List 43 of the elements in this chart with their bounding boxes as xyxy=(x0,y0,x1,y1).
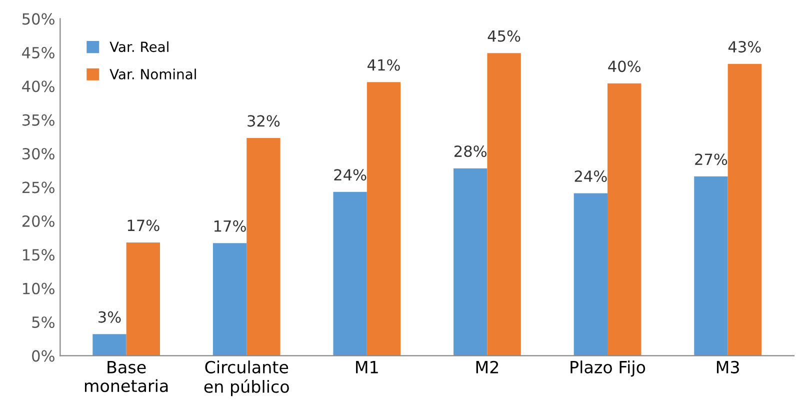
x-tick-label: M2 xyxy=(476,360,498,374)
y-tick-label: 35% xyxy=(22,114,54,126)
data-label: 28% xyxy=(454,145,487,158)
y-tick-label: 45% xyxy=(22,46,54,58)
bar xyxy=(366,82,401,356)
data-label: 24% xyxy=(334,169,366,181)
bar xyxy=(246,138,280,356)
x-tick-label: M1 xyxy=(356,361,378,374)
data-label: 32% xyxy=(248,115,280,127)
data-label: 43% xyxy=(728,41,761,53)
y-tick-label: 0% xyxy=(32,350,54,362)
x-tick-label: M3 xyxy=(716,360,739,374)
data-label: 17% xyxy=(214,220,246,232)
y-tick-label: 5% xyxy=(32,316,54,328)
bar xyxy=(92,334,126,356)
data-label: 41% xyxy=(368,59,400,71)
bar xyxy=(608,83,642,356)
legend-label: Var. Nominal xyxy=(110,68,196,80)
data-label: 45% xyxy=(488,30,520,42)
data-label: 24% xyxy=(574,170,607,182)
y-tick-label: 10% xyxy=(23,282,54,294)
data-label: 27% xyxy=(695,154,728,166)
x-tick-label: Plazo Fijo xyxy=(570,360,646,377)
legend-label: Var. Real xyxy=(110,41,168,52)
bar xyxy=(212,243,247,356)
y-tick-label: 20% xyxy=(22,215,54,227)
bar xyxy=(728,64,762,356)
bar xyxy=(574,193,608,356)
bar xyxy=(487,53,521,356)
y-tick-label: 15% xyxy=(23,249,54,261)
y-tick-label: 30% xyxy=(22,148,54,160)
y-tick-label: 25% xyxy=(22,182,54,194)
bar xyxy=(333,192,367,356)
y-tick-label: 50% xyxy=(22,13,54,25)
bar xyxy=(454,168,488,356)
data-label: 40% xyxy=(608,60,640,72)
bar xyxy=(126,242,160,356)
data-label: 17% xyxy=(128,220,160,232)
data-label: 3% xyxy=(98,311,121,323)
x-tick-label: Base monetaria xyxy=(84,361,168,392)
x-tick-label: Circulante en público xyxy=(204,360,289,396)
bar xyxy=(694,176,728,356)
y-tick-label: 40% xyxy=(22,80,54,92)
